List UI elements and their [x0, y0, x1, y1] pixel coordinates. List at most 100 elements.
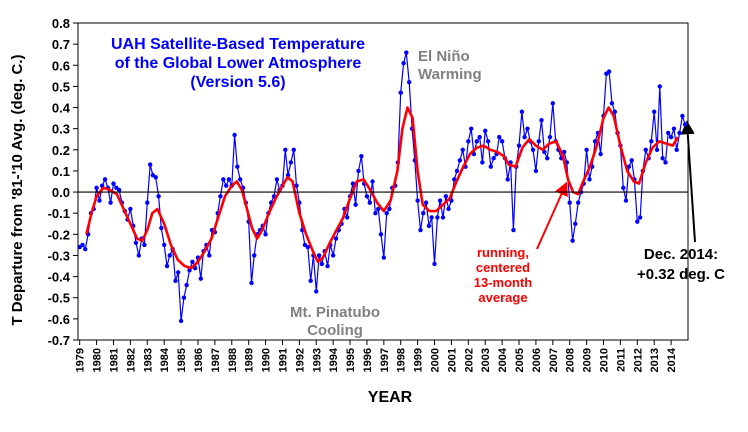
data-point [536, 139, 541, 144]
data-point [418, 227, 423, 233]
data-point [421, 211, 426, 216]
data-point [480, 160, 485, 165]
data-point [384, 211, 389, 216]
data-point [190, 259, 195, 265]
data-point [226, 177, 232, 182]
data-point [623, 198, 629, 203]
data-point [283, 147, 288, 152]
x-tick-label: 1998 [396, 348, 408, 372]
data-point [654, 147, 660, 152]
data-point [161, 242, 167, 248]
y-tick-label: 0.1 [52, 164, 70, 179]
x-tick-label: 1991 [277, 348, 289, 372]
data-point [319, 261, 325, 267]
x-tick-label: 1993 [311, 348, 323, 372]
data-point [621, 185, 626, 191]
data-point [629, 158, 634, 163]
data-point [128, 206, 133, 212]
data-point [550, 101, 556, 106]
x-axis-title: YEAR [368, 389, 413, 406]
data-point [184, 282, 189, 288]
x-tick-label: 2012 [632, 348, 644, 372]
data-point [401, 60, 406, 66]
data-point [359, 153, 364, 159]
x-tick-label: 2011 [615, 348, 627, 372]
data-point [522, 134, 527, 140]
data-point [218, 194, 223, 199]
data-point [561, 149, 567, 155]
data-point [460, 147, 465, 152]
title-line-1: UAH Satellite-Based Temperature [111, 36, 365, 53]
data-point [635, 219, 640, 224]
y-tick-label: 0.7 [52, 37, 70, 52]
x-tick-label: 1987 [210, 348, 222, 372]
x-tick-label: 2005 [514, 348, 526, 372]
data-point [677, 130, 682, 136]
data-point [164, 263, 170, 269]
data-point [660, 156, 665, 161]
data-point [376, 206, 381, 212]
pinatubo-line-2: Cooling [307, 322, 363, 339]
x-tick-label: 1982 [125, 348, 137, 372]
x-tick-label: 1980 [92, 348, 104, 372]
data-point [505, 177, 510, 182]
data-point [207, 253, 212, 258]
data-point [474, 139, 479, 144]
y-tick-label: 0.5 [52, 79, 70, 94]
data-point [483, 128, 488, 133]
x-tick-label: 1985 [176, 348, 188, 372]
data-point [305, 244, 311, 250]
y-tick-label: 0.0 [52, 185, 70, 200]
data-point [682, 122, 688, 127]
data-point [378, 232, 384, 237]
x-tick-label: 1995 [345, 348, 357, 372]
y-tick-label: -0.2 [48, 227, 70, 242]
data-point [511, 227, 516, 233]
x-tick-label: 2003 [480, 348, 492, 372]
data-point [350, 181, 356, 186]
data-point [238, 177, 243, 182]
x-tick-label: 2004 [497, 347, 509, 372]
data-point [519, 109, 525, 114]
data-point [466, 139, 471, 144]
data-point [404, 50, 409, 55]
data-point [97, 198, 102, 203]
data-point [142, 242, 147, 248]
data-point [387, 206, 392, 212]
data-point [232, 132, 237, 138]
data-point [598, 151, 603, 157]
data-point [83, 246, 88, 252]
running-line-1: running, [477, 245, 529, 260]
y-axis-title: T Departure from '81-'10 Avg. (deg. C.) [9, 54, 26, 325]
data-point [426, 223, 432, 229]
y-tick-label: 0.2 [52, 143, 70, 158]
data-point [136, 253, 142, 258]
data-point [415, 198, 420, 203]
x-tick-label: 1986 [193, 348, 205, 372]
data-point [333, 236, 339, 241]
axes: -0.7 -0.6 -0.5 -0.4 -0.3 -0.2 -0.1 0.0 0.1 0.2 0.3… [48, 16, 689, 372]
data-point [429, 215, 434, 220]
data-point [437, 198, 443, 203]
data-point [649, 139, 654, 144]
data-point [147, 162, 153, 167]
x-tick-label: 1979 [75, 348, 87, 372]
data-point [80, 242, 85, 248]
x-tick-label: 1983 [142, 348, 154, 372]
data-point [102, 177, 108, 182]
data-point [592, 139, 598, 144]
data-point [457, 158, 463, 163]
x-tick-label: 2002 [463, 348, 475, 372]
plot-frame [77, 22, 689, 341]
data-point [680, 113, 685, 119]
data-point [485, 139, 491, 144]
data-point [547, 134, 553, 140]
data-point [314, 289, 319, 294]
y-tick-label: -0.1 [48, 206, 70, 221]
data-point [108, 200, 113, 205]
data-point [221, 177, 226, 182]
title-line-3: (Version 5.6) [190, 74, 285, 91]
x-tick-label: 1984 [159, 347, 171, 372]
data-point [423, 200, 429, 205]
